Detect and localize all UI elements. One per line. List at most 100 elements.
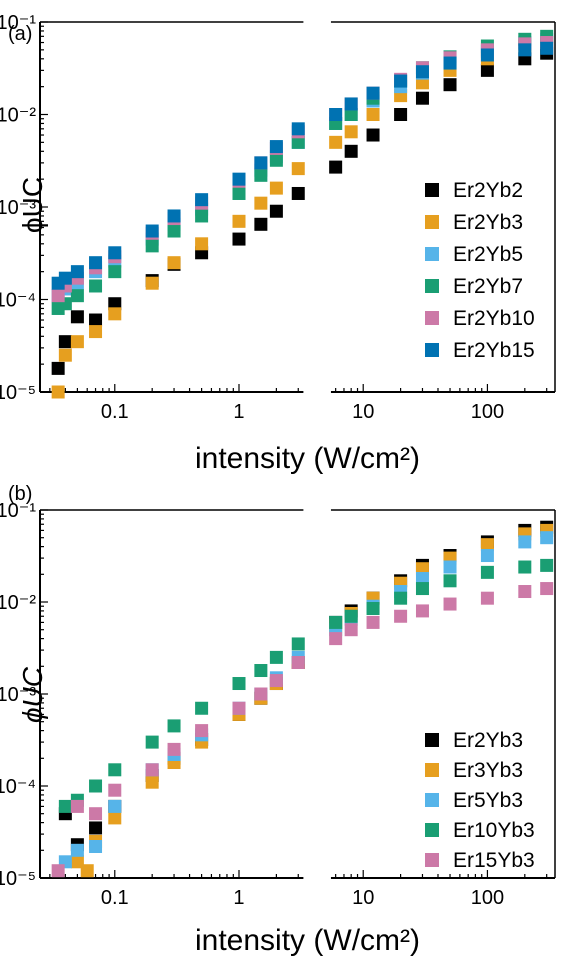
legend-label: Er10Yb3 bbox=[453, 819, 535, 842]
data-point bbox=[366, 615, 380, 629]
data-point bbox=[443, 78, 457, 92]
data-point bbox=[329, 135, 343, 149]
data-point bbox=[108, 265, 122, 279]
data-point bbox=[540, 582, 554, 596]
data-point bbox=[195, 209, 209, 223]
legend-label: Er5Yb3 bbox=[453, 789, 523, 812]
data-point bbox=[145, 763, 159, 777]
data-point bbox=[269, 650, 283, 664]
chart-panel-a: (a) 0.1 1 10 100 10⁻⁵ 10⁻⁴ 10⁻³ 10⁻² 10⁻¹ intensit… bbox=[0, 12, 556, 475]
data-point bbox=[145, 775, 159, 789]
data-point bbox=[329, 615, 343, 629]
data-point bbox=[70, 289, 84, 303]
data-point bbox=[89, 821, 103, 835]
data-point bbox=[89, 779, 103, 793]
data-point bbox=[415, 582, 429, 596]
legend-marker bbox=[425, 763, 439, 777]
data-point bbox=[70, 843, 84, 857]
x-tick-label: 10 bbox=[352, 887, 374, 909]
data-point bbox=[254, 196, 268, 210]
x-tick-label: 0.1 bbox=[101, 401, 129, 423]
legend-label: Er2Yb15 bbox=[453, 339, 535, 362]
data-point bbox=[480, 48, 494, 62]
x-axis-label: intensity (W/cm²) bbox=[195, 442, 420, 475]
data-point bbox=[254, 687, 268, 701]
legend-marker bbox=[425, 215, 439, 229]
y-tick-label: 10⁻² bbox=[0, 105, 36, 127]
data-point bbox=[344, 144, 358, 158]
x-tick-label: 1 bbox=[233, 401, 244, 423]
data-point bbox=[58, 799, 72, 813]
data-point bbox=[269, 204, 283, 218]
data-point bbox=[366, 601, 380, 615]
data-point bbox=[443, 56, 457, 70]
data-point bbox=[344, 623, 358, 637]
data-point bbox=[366, 86, 380, 100]
data-point bbox=[232, 677, 246, 691]
y-tick-label: 10⁻⁴ bbox=[0, 776, 36, 798]
data-point bbox=[291, 637, 305, 651]
data-point bbox=[58, 271, 72, 285]
data-point bbox=[415, 65, 429, 79]
data-point bbox=[232, 232, 246, 246]
data-point bbox=[70, 799, 84, 813]
data-point bbox=[89, 313, 103, 327]
legend: Er2Yb2 Er2Yb3 Er2Yb5 Er2Yb7 Er2Yb10 Er2Yb15 bbox=[425, 179, 535, 362]
data-point bbox=[480, 538, 494, 552]
data-point bbox=[145, 224, 159, 238]
y-tick-label: 10⁻² bbox=[0, 592, 36, 614]
data-point bbox=[269, 140, 283, 154]
data-point bbox=[51, 385, 65, 399]
data-point bbox=[269, 181, 283, 195]
data-point bbox=[80, 864, 94, 878]
data-point bbox=[269, 674, 283, 688]
data-point bbox=[394, 108, 408, 121]
data-point bbox=[108, 297, 122, 311]
legend-label: Er2Yb3 bbox=[453, 211, 523, 234]
data-point bbox=[291, 122, 305, 136]
y-axis-label: ϕUC bbox=[17, 666, 48, 723]
data-point bbox=[108, 811, 122, 825]
data-point bbox=[480, 63, 494, 77]
chart-panel-b: (b) 0.1 1 10 100 10⁻⁵ 10⁻⁴ 10⁻³ 10⁻² 10⁻¹ intensit… bbox=[0, 483, 556, 957]
data-point bbox=[51, 864, 65, 878]
y-tick-label: 10⁻⁵ bbox=[0, 382, 36, 404]
data-point bbox=[291, 162, 305, 176]
data-point bbox=[443, 574, 457, 588]
data-point bbox=[195, 193, 209, 207]
legend-marker bbox=[425, 183, 439, 197]
legend-label: Er15Yb3 bbox=[453, 849, 535, 872]
legend-label: Er3Yb3 bbox=[453, 759, 523, 782]
data-point bbox=[108, 307, 122, 321]
data-point bbox=[70, 310, 84, 324]
data-point bbox=[167, 719, 181, 733]
data-point bbox=[344, 108, 358, 121]
data-point bbox=[344, 97, 358, 111]
data-point bbox=[443, 597, 457, 611]
data-point bbox=[480, 591, 494, 605]
data-point bbox=[167, 256, 181, 270]
data-point bbox=[518, 535, 532, 549]
data-point bbox=[329, 632, 343, 646]
legend-label: Er2Yb10 bbox=[453, 307, 535, 330]
y-tick-label: 10⁻³ bbox=[0, 197, 36, 219]
data-point bbox=[89, 839, 103, 853]
legend-label: Er2Yb7 bbox=[453, 275, 523, 298]
data-point bbox=[415, 604, 429, 618]
y-tick-label: 10⁻⁴ bbox=[0, 290, 36, 312]
y-axis-label: ϕUC bbox=[17, 177, 48, 233]
data-point bbox=[108, 799, 122, 813]
data-point bbox=[329, 108, 343, 121]
data-point bbox=[291, 186, 305, 200]
legend-marker bbox=[425, 823, 439, 837]
legend: Er2Yb3 Er3Yb3 Er5Yb3 Er10Yb3 Er15Yb3 bbox=[425, 729, 535, 872]
y-tick-label: 10⁻³ bbox=[0, 684, 36, 706]
data-point bbox=[232, 186, 246, 200]
panel-label: (b) bbox=[8, 483, 32, 505]
y-tick-label: 10⁻⁵ bbox=[0, 868, 36, 890]
data-point bbox=[540, 558, 554, 572]
data-point bbox=[195, 701, 209, 715]
data-point bbox=[540, 531, 554, 545]
data-point bbox=[167, 742, 181, 756]
data-point bbox=[145, 276, 159, 290]
